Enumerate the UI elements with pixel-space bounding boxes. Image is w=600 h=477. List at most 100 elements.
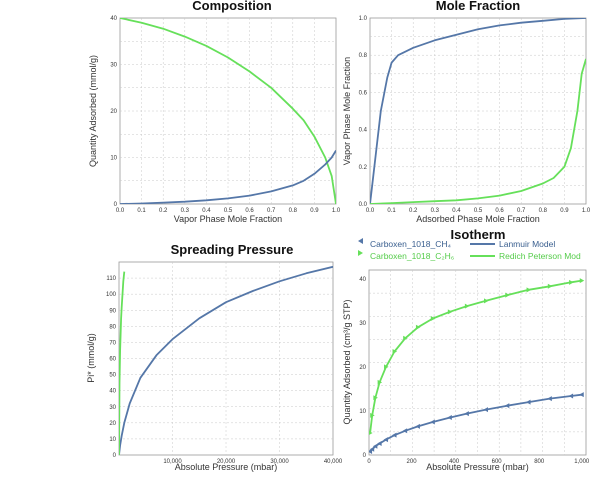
x-axis-label: Vapor Phase Mole Fraction [174, 214, 282, 224]
data-point [392, 432, 397, 438]
y-tick-label: 10 [109, 437, 116, 443]
legend-label: Carboxen_1018_CH₄ [370, 239, 451, 249]
data-point [369, 430, 373, 435]
data-point [568, 393, 574, 399]
data-point [447, 309, 453, 315]
x-tick-label: 0.6 [495, 208, 504, 214]
data-point [383, 437, 389, 443]
y-tick-label: 0.6 [359, 90, 368, 96]
y-tick-label: 0 [113, 453, 117, 459]
chart-0: Composition Vapor Phase Mole Fraction Quan… [88, 0, 341, 224]
series-line-0 [120, 18, 336, 204]
y-tick-label: 50 [109, 373, 116, 379]
x-tick-label: 0.2 [409, 208, 418, 214]
x-tick-label: 0.6 [245, 208, 254, 214]
data-point [370, 412, 375, 418]
series-line-1 [120, 150, 336, 204]
data-point [402, 428, 408, 434]
legend-label: Lanmuir Model [499, 239, 555, 249]
series-line-1 [119, 271, 126, 455]
y-tick-label: 20 [359, 365, 366, 371]
data-point [369, 448, 373, 454]
x-tick-label: 1.0 [332, 208, 341, 214]
y-tick-label: 20 [109, 421, 116, 427]
legend-marker [358, 238, 363, 244]
data-point [504, 403, 510, 409]
data-point [579, 278, 585, 284]
x-tick-label: 0.4 [452, 208, 461, 214]
x-tick-label: 0.2 [159, 208, 168, 214]
x-tick-label: 200 [407, 459, 418, 465]
y-axis-label: Quantity Adsorbed (mmol/g) [88, 55, 98, 167]
y-tick-label: 20 [110, 109, 117, 115]
x-tick-label: 0.5 [224, 208, 233, 214]
data-point [377, 441, 382, 447]
x-axis-label: Absolute Pressure (mbar) [426, 462, 529, 472]
data-point [526, 399, 531, 405]
y-tick-label: 40 [110, 16, 117, 22]
data-point [505, 292, 510, 298]
data-point [377, 379, 383, 385]
chart-1: Mole Fraction Adsorbed Phase Mole Fractio… [342, 0, 591, 224]
x-axis-label: Adsorbed Phase Mole Fraction [416, 214, 540, 224]
data-point [372, 443, 378, 449]
plot-area [120, 18, 336, 204]
y-tick-label: 0.8 [359, 53, 368, 59]
data-point [526, 287, 532, 293]
legend-marker [358, 250, 363, 256]
y-tick-label: 0 [114, 202, 118, 208]
x-tick-label: 20,000 [217, 459, 236, 465]
x-tick-label: 0.1 [137, 208, 146, 214]
y-tick-label: 30 [110, 63, 117, 69]
y-tick-label: 30 [359, 321, 366, 327]
y-tick-label: 0.4 [359, 128, 368, 134]
x-tick-label: 0.1 [387, 208, 396, 214]
plot-area [369, 278, 585, 454]
y-tick-label: 40 [109, 389, 116, 395]
legend-label: Carboxen_1018_C₂H₆ [370, 251, 454, 261]
data-point [464, 411, 469, 417]
x-axis-label: Absolute Pressure (mbar) [175, 462, 278, 472]
data-point [569, 279, 574, 285]
y-axis-label: Pi* (mmol/g) [86, 333, 96, 383]
y-tick-label: 1.0 [359, 16, 368, 22]
y-tick-label: 70 [109, 340, 116, 346]
x-tick-label: 600 [492, 459, 503, 465]
data-point [430, 315, 436, 321]
x-tick-label: 0.0 [116, 208, 125, 214]
data-point [447, 415, 452, 421]
series-line-0 [370, 18, 586, 204]
y-tick-label: 0.2 [359, 165, 368, 171]
data-point [484, 298, 489, 304]
data-point [430, 419, 435, 425]
y-tick-label: 110 [106, 276, 116, 282]
y-tick-label: 60 [109, 357, 116, 363]
chart-2: Spreading Pressure Absolute Pressure (mba… [86, 242, 343, 472]
x-tick-label: 0.9 [310, 208, 319, 214]
series-line-0 [119, 265, 333, 455]
x-tick-label: 0.9 [560, 208, 569, 214]
data-point [579, 392, 584, 398]
x-tick-label: 0.3 [181, 208, 190, 214]
y-tick-label: 0.0 [359, 202, 368, 208]
data-point [547, 283, 553, 289]
x-tick-label: 1,000 [574, 459, 590, 465]
data-point [464, 303, 470, 309]
x-tick-label: 0.8 [289, 208, 298, 214]
x-tick-label: 1.0 [582, 208, 591, 214]
x-tick-label: 0.4 [202, 208, 211, 214]
series-line-1 [370, 58, 586, 204]
data-point [392, 348, 398, 354]
data-point [373, 395, 378, 401]
y-tick-label: 80 [109, 324, 116, 330]
y-tick-label: 90 [109, 308, 116, 314]
x-tick-label: 0 [367, 459, 371, 465]
data-point [403, 335, 408, 341]
y-tick-label: 10 [110, 156, 117, 162]
x-tick-label: 40,000 [324, 459, 343, 465]
plot-area [119, 265, 333, 455]
data-point [483, 407, 489, 413]
data-point [384, 364, 389, 370]
y-axis-label: Vapor Phase Mole Fraction [342, 57, 352, 165]
data-point [415, 423, 420, 429]
